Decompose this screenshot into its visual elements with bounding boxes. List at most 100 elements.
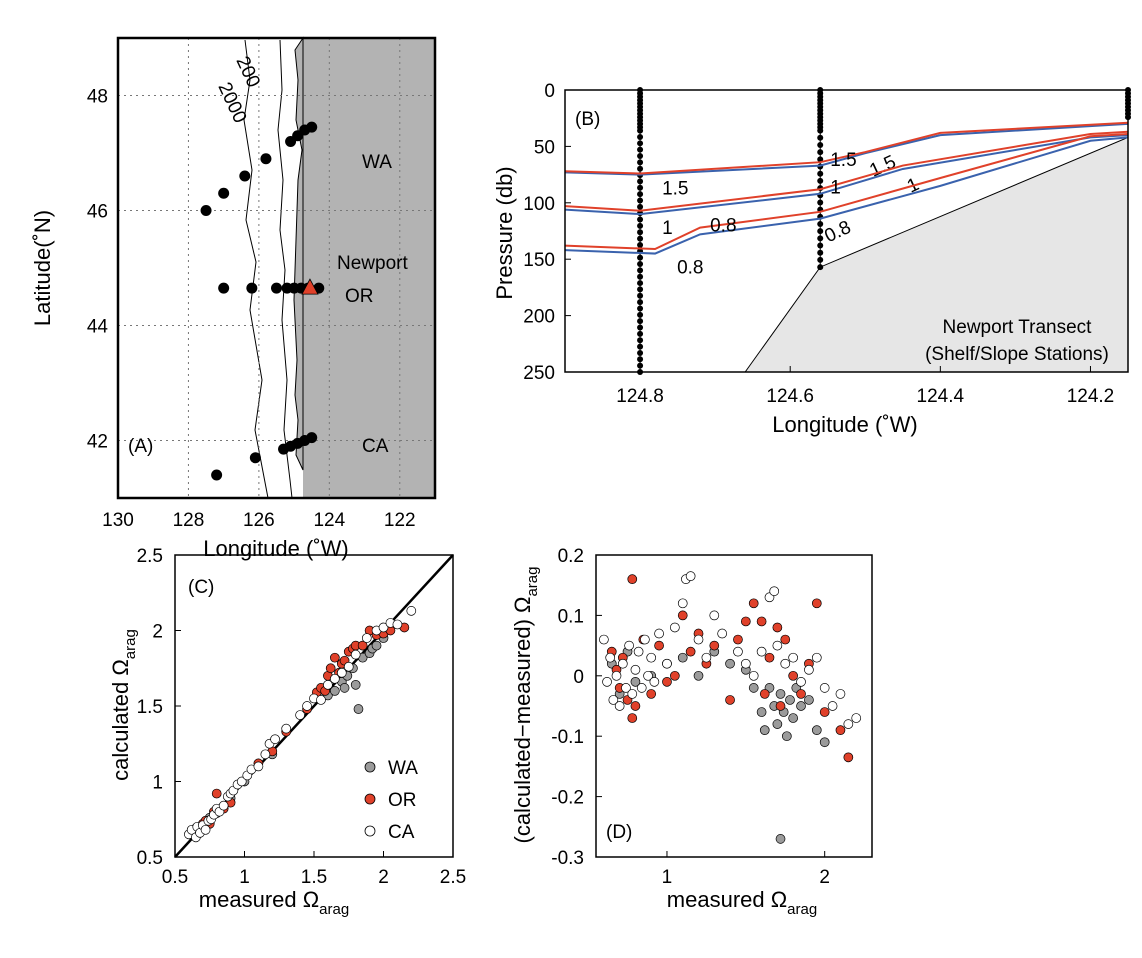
panel-c-xlabel-main: measured Ω [199, 887, 319, 912]
panel-a-land [303, 38, 435, 498]
panel-d-point-ca [640, 634, 650, 645]
panel-c-point-ca [218, 800, 229, 811]
panel-a-station-marker [218, 282, 230, 294]
panel-d-point-or [630, 701, 641, 711]
panel-c-xtick-label: 2 [378, 867, 389, 888]
panel-d-point-ca [624, 640, 634, 651]
panel-d-point-ca [819, 683, 830, 693]
panel-b-sample-dot [817, 199, 824, 206]
panel-d-point-ca [649, 676, 660, 687]
panel-a-station-marker [260, 153, 272, 165]
panel-b-label: (B) [575, 109, 600, 130]
panel-d-point-ca [602, 676, 612, 687]
panel-b-xlabel: Longitude (˚W) [772, 412, 918, 437]
panel-d-point-ca [685, 571, 696, 581]
panel-b-ytick-label: 100 [523, 194, 555, 215]
panel-d-point-or [756, 616, 767, 627]
panel-c-point-ca [295, 710, 305, 720]
panel-d-xlabel-main: measured Ω [667, 887, 787, 912]
panel-b-sample-dot [817, 127, 824, 134]
panel-d-point-ca [633, 646, 644, 657]
panel-b-frame [564, 89, 1129, 373]
panel-d-point-ca [804, 664, 814, 675]
panel-b-sample-dot [637, 299, 644, 306]
panel-d-point-ca [599, 634, 609, 645]
panel-a-xtick-label: 130 [102, 510, 134, 531]
panel-b-sample-dot [637, 273, 644, 280]
panel-c-point-ca [302, 701, 312, 711]
panel-b-contour-red [564, 130, 1129, 212]
panel-b-contour-blue [564, 134, 1129, 216]
panel-b-sample-dot [637, 286, 644, 293]
panel-d-point-ca [811, 652, 822, 663]
panel-b-sample-dot [817, 256, 824, 263]
panel-b-sample-dot [817, 220, 824, 227]
region-label-ca: CA [362, 436, 389, 457]
panel-d-point-or [677, 610, 688, 621]
panel-d-point-or [709, 640, 720, 651]
panel-d-point-ca [670, 622, 680, 633]
panel-c-point-ca [392, 619, 403, 630]
panel-d-point-wa [748, 683, 759, 693]
panel-a-label: (A) [128, 436, 153, 457]
panel-d-point-wa [804, 695, 814, 705]
panel-c-point-ca [343, 661, 354, 672]
panel-b-sample-dot [637, 140, 644, 147]
panel-b-contour-label-blue-2: 1.5 [867, 152, 900, 182]
newport-transect-subtitle: (Shelf/Slope Stations) [925, 344, 1109, 365]
panel-c-ytick-label: 0.5 [137, 848, 163, 869]
legend-ca-label: CA [388, 822, 415, 843]
panel-b-xtick-label: 124.8 [616, 386, 664, 407]
panel-d-point-ca [780, 658, 791, 669]
panel-c-point-ca [253, 761, 264, 772]
panel-b-contour-label-blue: 1 [662, 218, 673, 239]
panel-c-ytick-label: 1 [152, 773, 163, 794]
panel-b-sample-dot [637, 146, 644, 153]
panel-d-point-ca [796, 676, 806, 687]
panel-b-xtick-label: 124.2 [1067, 386, 1115, 407]
panel-a-ytick-label: 44 [87, 317, 109, 338]
panel-d-point-ca [851, 713, 862, 723]
panel-b-sample-dot [637, 318, 644, 325]
panel-d-point-ca [636, 683, 647, 693]
panel-b-xtick-label: 124.4 [917, 386, 965, 407]
panel-b-contour-label-red: 1 [830, 177, 841, 198]
panel-a-xtick-label: 128 [173, 510, 205, 531]
panel-d-point-ca [772, 640, 783, 651]
panel-b-sample-dot [637, 324, 644, 331]
panel-b-sample-dot [637, 261, 644, 268]
panel-d-ticks: 1 2 0.2 0.1 0 -0.1 -0.2 -0.3 [551, 546, 830, 888]
panel-d-point-ca [643, 670, 653, 681]
panel-d-ylabel: (calculated−measured) Ωarag [510, 567, 541, 844]
panel-a-station-marker [271, 282, 282, 294]
panel-c-point-wa [330, 686, 340, 696]
panel-b-sample-dot [637, 343, 644, 350]
panel-a-ticks: 130 128 126 124 122 42 44 46 48 [87, 87, 416, 532]
panel-a-ytick-label: 48 [87, 87, 108, 108]
panel-c-xlabel: measured Ωarag [199, 887, 349, 918]
panel-d-point-wa [788, 713, 798, 723]
panel-c-point-or [330, 652, 340, 663]
panel-b-sample-dot [637, 254, 644, 261]
panel-d-point-ca [627, 689, 638, 699]
panel-d-point-or [662, 676, 672, 687]
panel-b-sample-dot [637, 241, 644, 248]
panel-c-point-wa [371, 640, 382, 651]
panel-a-ytick-label: 42 [87, 432, 108, 453]
panel-c-point-ca [330, 673, 340, 684]
panel-d-point-or [685, 646, 696, 657]
panel-d-point-or [646, 689, 657, 699]
panel-b-sample-dot [817, 177, 824, 184]
panel-d-point-ca [740, 658, 751, 669]
panel-a-ytick-label: 46 [87, 202, 108, 223]
panel-c-ylabel-main: calculated Ω [108, 659, 133, 781]
legend-or-label: OR [388, 790, 417, 811]
panel-d-ytick-label: 0.1 [558, 606, 584, 627]
panel-c-point-ca [316, 695, 326, 705]
panel-b-sample-dot [637, 337, 644, 344]
panel-d-point-ca [662, 658, 672, 669]
panel-d-point-ca [621, 683, 631, 693]
panel-b-sample-dot [817, 228, 824, 235]
panel-d-point-wa [811, 725, 822, 736]
